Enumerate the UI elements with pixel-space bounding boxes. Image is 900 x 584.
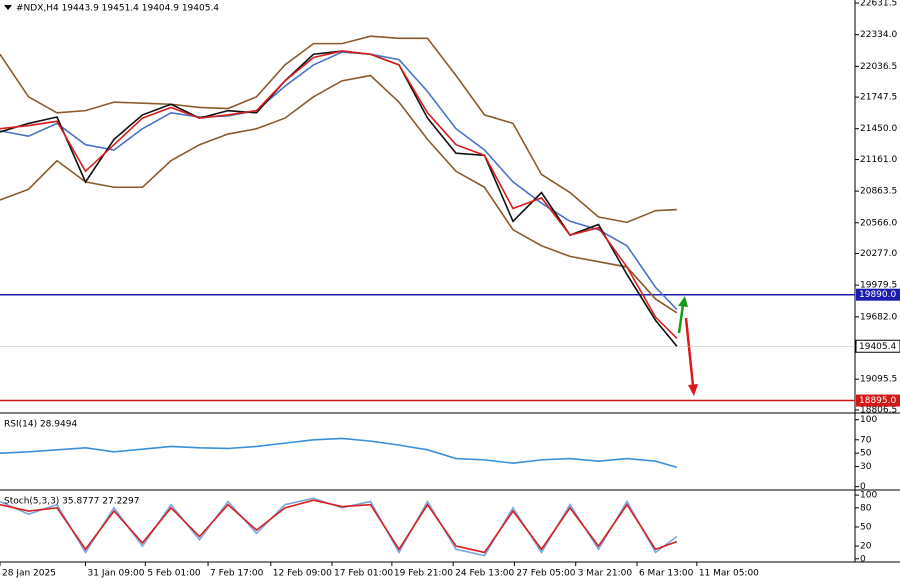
y-tick-label: 30 (860, 462, 872, 472)
red-arrow (684, 317, 698, 396)
x-tick-label: 24 Feb 13:00 (455, 569, 514, 579)
x-tick-label: 11 Mar 05:00 (699, 569, 759, 579)
y-tick-label: 20277.0 (860, 249, 897, 259)
x-tick-label: 7 Feb 17:00 (210, 569, 264, 579)
price-label-box (855, 339, 900, 353)
y-tick-label: 18806.5 (860, 405, 897, 415)
x-tick-label: 17 Feb 01:00 (334, 569, 393, 579)
panel-title: #NDX,H4 19443.9 19451.4 19404.9 19405.4 (16, 4, 219, 14)
y-tick-label: 50 (860, 449, 872, 459)
series-line (0, 74, 678, 314)
price-label: 19405.4 (859, 342, 896, 352)
y-tick-label: 20863.5 (860, 187, 897, 197)
level-label: 18895.0 (859, 396, 896, 406)
x-tick-label: 31 Jan 09:00 (88, 569, 145, 579)
y-tick-label: 70 (860, 435, 872, 445)
y-tick-label: 22334.0 (860, 30, 897, 40)
level-label-box (856, 288, 900, 301)
y-tick-label: 22631.5 (860, 0, 897, 9)
y-tick-label: 80 (860, 503, 872, 513)
panel-title: Stoch(5,3,3) 35.8777 27.2297 (4, 497, 139, 507)
y-tick-label: 21747.5 (860, 93, 897, 103)
series-line (0, 499, 678, 554)
y-tick-label: 100 (860, 491, 877, 501)
series-line (0, 35, 677, 224)
x-tick-label: 19 Feb 21:00 (394, 569, 453, 579)
dropdown-icon (4, 5, 12, 10)
y-tick-label: 19095.5 (860, 375, 897, 385)
x-tick-label: 6 Mar 13:00 (639, 569, 694, 579)
y-tick-label: 100 (860, 415, 877, 425)
level-label-box (856, 394, 900, 407)
series-line (0, 437, 678, 469)
x-tick-label: 27 Feb 05:00 (516, 569, 575, 579)
level-label: 19890.0 (859, 290, 896, 300)
y-tick-label: 19682.0 (860, 312, 897, 322)
y-tick-label: 22036.5 (860, 62, 897, 72)
y-tick-label: 0 (860, 482, 866, 492)
y-tick-label: 20566.0 (860, 218, 897, 228)
y-tick-label: 50 (860, 522, 872, 532)
y-tick-label: 19979.5 (860, 281, 897, 291)
y-tick-label: 21450.0 (860, 124, 897, 134)
y-tick-label: 20 (860, 542, 872, 552)
x-tick-label: 12 Feb 09:00 (273, 569, 332, 579)
x-tick-label: 28 Jan 2025 (2, 569, 56, 579)
panel-title: RSI(14) 28.9494 (4, 420, 77, 430)
green-arrow (677, 296, 688, 334)
x-tick-label: 5 Feb 01:00 (147, 569, 201, 579)
series-line (0, 51, 678, 311)
series-line (0, 497, 678, 557)
series-line (0, 50, 678, 339)
x-tick-label: 3 Mar 21:00 (578, 569, 633, 579)
y-tick-label: 0 (860, 554, 866, 564)
y-tick-label: 21161.0 (860, 155, 897, 165)
